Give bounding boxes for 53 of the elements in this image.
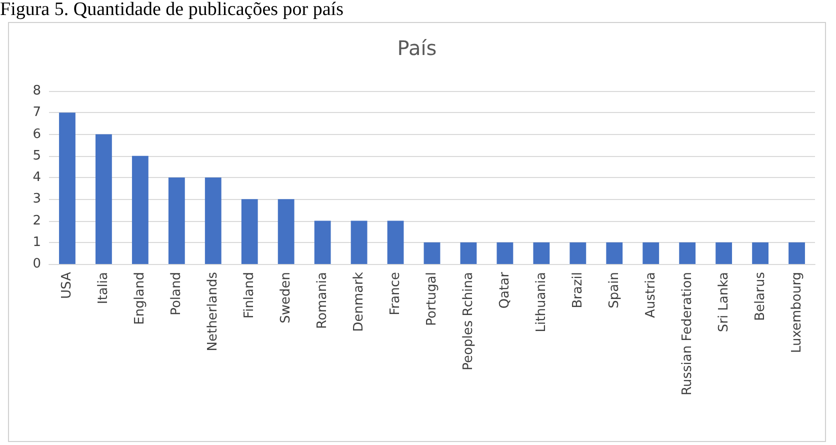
x-tick-label: England (132, 272, 148, 325)
bar (788, 242, 805, 264)
x-tick-label: France (388, 272, 404, 316)
bar (204, 178, 222, 264)
bar (350, 220, 368, 264)
x-tick-label: Sweden (278, 272, 294, 324)
x-tick-label: Italia (96, 272, 112, 304)
y-tick-label: 7 (32, 105, 41, 120)
y-tick-label: 8 (32, 84, 41, 98)
bar (424, 242, 440, 264)
y-tick-label: 4 (32, 170, 41, 185)
x-tick-label: Romania (315, 272, 330, 329)
y-tick-label: 0 (32, 256, 41, 272)
x-tick-label: Poland (169, 272, 184, 316)
y-tick-label: 5 (32, 148, 41, 164)
x-tick-label: Peoples Rchina (460, 272, 476, 370)
x-tick-label: Denmark (352, 272, 367, 332)
x-tick-label: Finland (242, 272, 258, 318)
y-tick-label: 1 (32, 234, 41, 250)
bar (716, 242, 732, 264)
x-tick-label: Brazil (570, 272, 586, 308)
bar (241, 199, 258, 264)
y-tick-label: 6 (32, 126, 41, 142)
bar (496, 242, 514, 264)
x-tick-label: Netherlands (206, 272, 221, 352)
bar (533, 242, 550, 264)
bar (570, 242, 586, 264)
bar (460, 242, 477, 264)
x-tick-label: Qatar (497, 271, 512, 309)
x-tick-label: USA (60, 272, 75, 299)
bar (642, 242, 660, 264)
bar (132, 156, 148, 264)
bar (96, 134, 112, 264)
bar (314, 220, 331, 264)
x-tick-label: Belarus (752, 272, 768, 321)
x-tick-label: Lithuania (534, 272, 549, 332)
bar (168, 178, 185, 264)
text: Figura 5. Quantidade de publicações por país (0, 0, 344, 20)
bar (59, 112, 76, 264)
bar (752, 242, 768, 264)
x-tick-label: Spain (606, 272, 622, 308)
bar (387, 220, 404, 264)
y-tick-label: 3 (32, 192, 41, 207)
bar (606, 242, 623, 264)
y-tick-label: 2 (32, 213, 41, 228)
x-tick-label: Austria (643, 272, 658, 318)
x-tick-label: Portugal (424, 272, 440, 326)
chart-title: País (397, 36, 437, 60)
x-tick-label: Sri Lanka (716, 272, 732, 332)
x-tick-label: Russian Federation (680, 272, 695, 396)
bar (679, 242, 696, 264)
x-tick-label: Luxembourg (789, 272, 804, 354)
bar (278, 199, 294, 264)
